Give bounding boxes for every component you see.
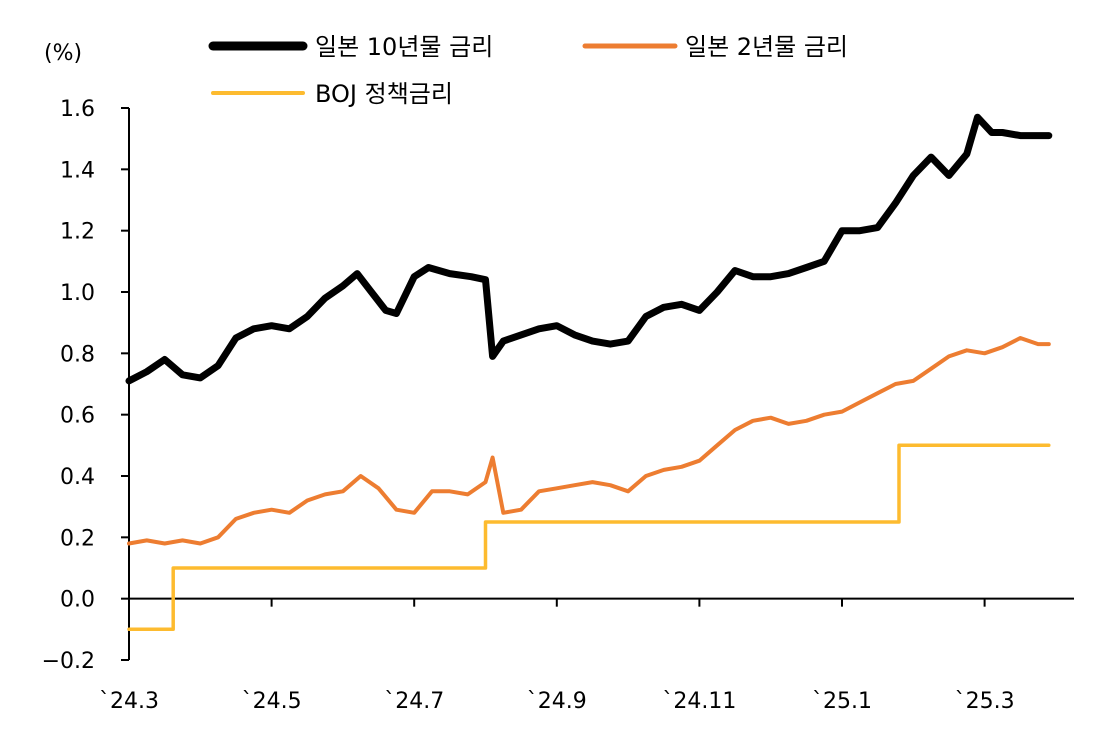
legend-label-10y: 일본 10년물 금리	[315, 33, 493, 61]
y-unit-label: (%)	[44, 41, 82, 66]
x-tick-label: `24.11	[662, 689, 736, 714]
y-tick-label: 0.2	[60, 526, 95, 551]
y-tick-label: 0.6	[60, 404, 95, 429]
y-axis: 1.6 1.4 1.2 1.0 0.8 0.6 0.4 0.2 0.0 −0.2	[42, 97, 130, 674]
series-line-jgb2y	[127, 336, 1051, 546]
x-tick-label: `25.1	[812, 689, 872, 714]
y-tick-label: 0.0	[60, 588, 95, 613]
y-tick-label: 1.4	[60, 158, 95, 183]
legend-label-boj: BOJ 정책금리	[315, 80, 453, 108]
y-tick-label: 0.4	[60, 465, 95, 490]
y-tick-label: 1.0	[60, 281, 95, 306]
x-tick-label: `24.7	[384, 689, 444, 714]
series-line-jgb10y	[125, 113, 1053, 385]
y-tick-label: −0.2	[42, 649, 95, 674]
y-tick-label: 1.2	[60, 220, 95, 245]
x-tick-label: `24.9	[527, 689, 587, 714]
x-tick-label: `25.3	[955, 689, 1015, 714]
x-axis: `24.3 `24.5 `24.7 `24.9 `24.11 `25.1 `25.3	[99, 597, 1074, 714]
x-tick-label: `24.3	[99, 689, 159, 714]
x-tick-label: `24.5	[242, 689, 302, 714]
legend: 일본 10년물 금리 일본 2년물 금리 BOJ 정책금리	[208, 33, 848, 108]
series-layer	[125, 113, 1053, 632]
series-line-boj-policy-rate	[127, 443, 1051, 632]
legend-label-2y: 일본 2년물 금리	[685, 33, 848, 61]
y-tick-label: 0.8	[60, 342, 95, 367]
y-tick-label: 1.6	[60, 97, 95, 122]
